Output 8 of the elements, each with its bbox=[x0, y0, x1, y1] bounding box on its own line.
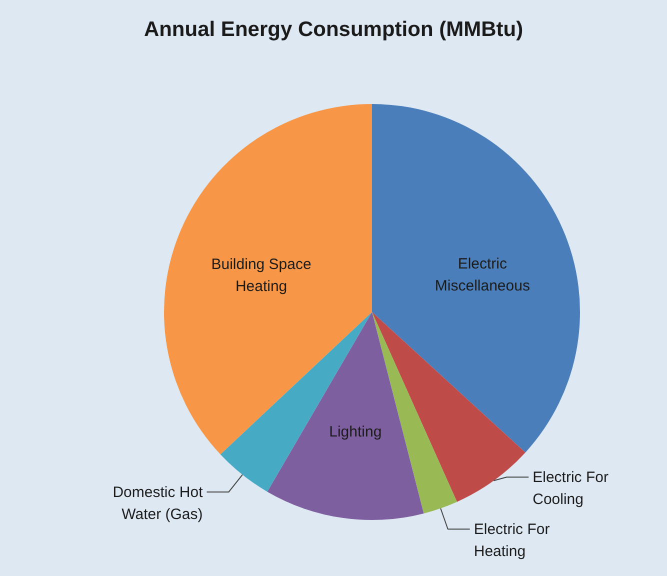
pie-slice bbox=[267, 312, 424, 520]
slice-label: Electric For Cooling bbox=[532, 469, 608, 508]
slice-label: Electric Miscellaneous bbox=[434, 255, 530, 294]
slice-label: Lighting bbox=[329, 423, 382, 440]
chart-title: Annual Energy Consumption (MMBtu) bbox=[144, 18, 524, 41]
slice-label: Domestic Hot Water (Gas) bbox=[112, 484, 204, 523]
slice-label: Electric For Heating bbox=[474, 521, 550, 560]
slice-label: Building Space Heating bbox=[211, 256, 312, 296]
